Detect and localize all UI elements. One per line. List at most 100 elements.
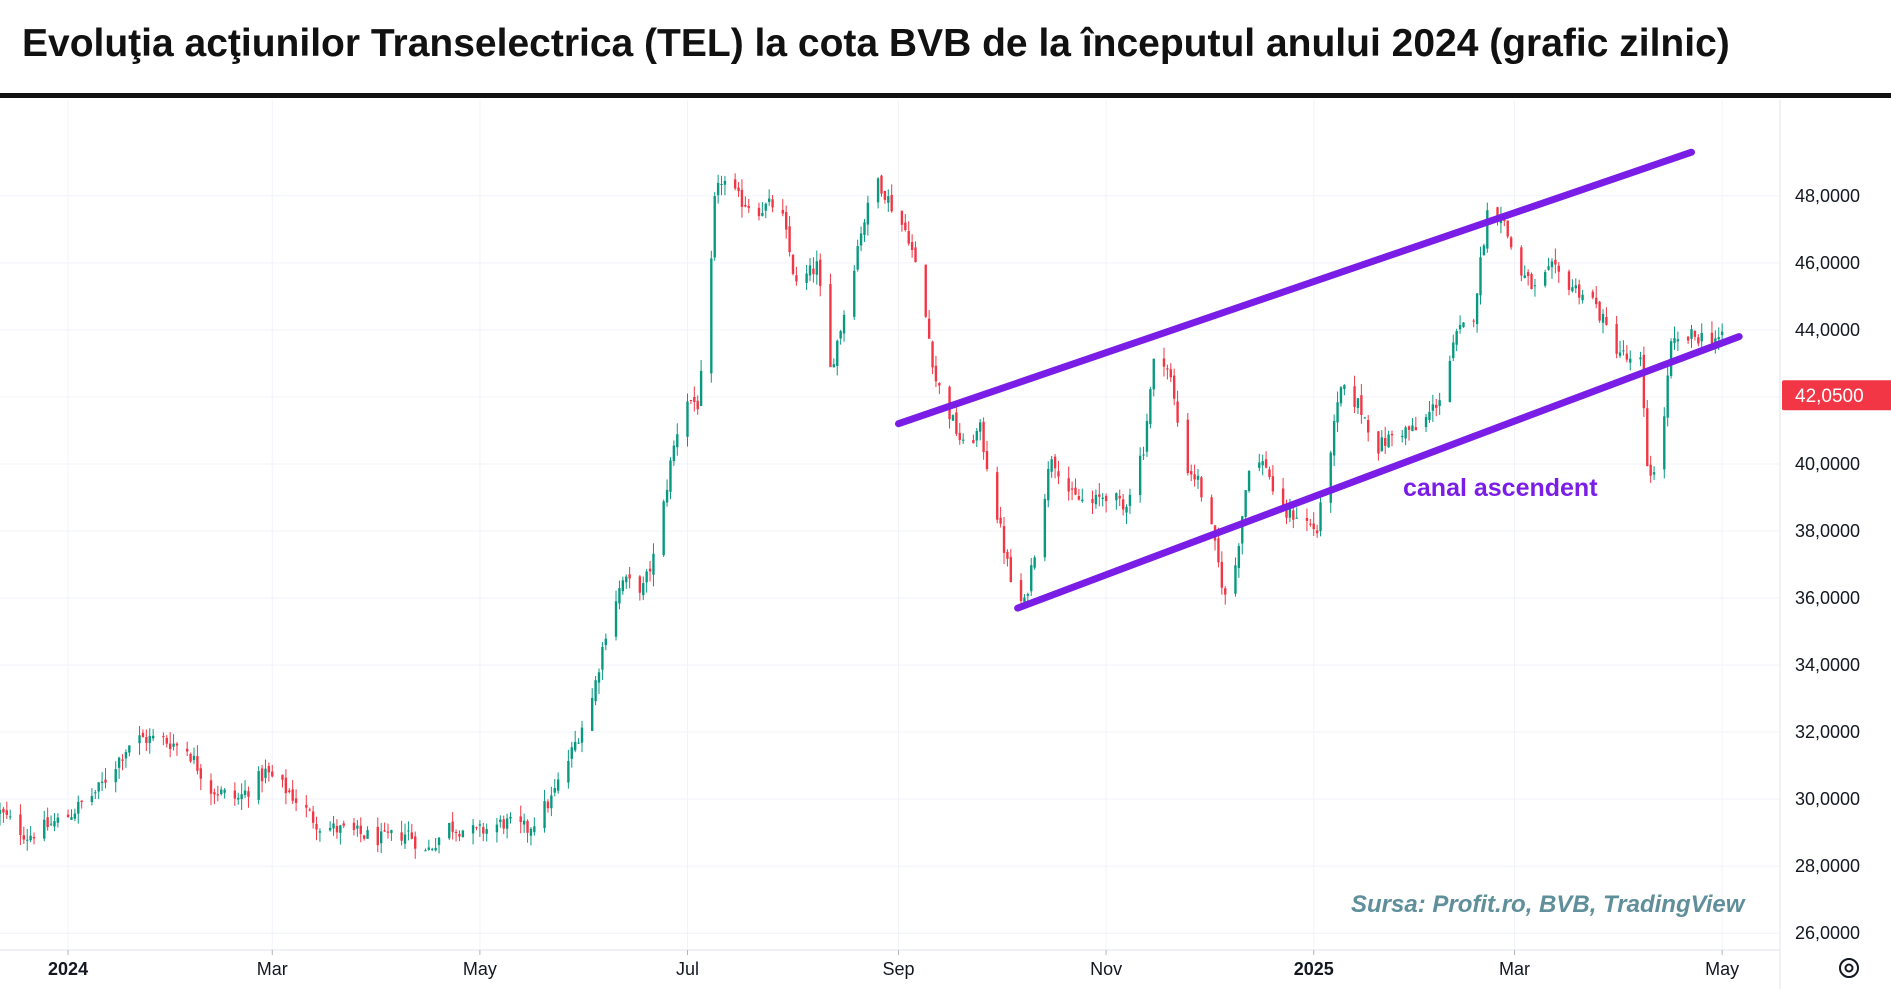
time-axis[interactable]: 2024 Mar May Jul Sep Nov 2025 Mar May [48, 950, 1739, 979]
candle-body [1595, 297, 1598, 305]
candle-body [1166, 368, 1169, 370]
candle-body [1646, 408, 1649, 467]
candle-body [672, 445, 676, 462]
candle-body [407, 830, 410, 832]
candle-body [9, 816, 12, 818]
candle-body [839, 331, 842, 339]
candle-body [543, 801, 546, 829]
candle-body [291, 789, 294, 801]
candle-body [533, 826, 536, 833]
candle-body [1258, 462, 1261, 468]
candle-body [437, 837, 441, 846]
price-tick-label: 40,0000 [1795, 454, 1860, 474]
candle-body [100, 781, 104, 783]
candle-body [1401, 435, 1404, 437]
candle-body [1353, 386, 1356, 407]
candle-body [271, 771, 274, 777]
candle-body [1690, 329, 1693, 339]
candle-body [1686, 336, 1690, 341]
candle-body [1384, 437, 1387, 446]
candle-body [808, 265, 812, 276]
candle-body [414, 836, 417, 849]
candle-body [356, 825, 359, 829]
candle-body [502, 819, 505, 829]
candle-body [1343, 385, 1346, 390]
candle-body [1666, 375, 1669, 418]
candle-body [400, 832, 403, 841]
candle-body [247, 791, 250, 797]
candle-body [1629, 358, 1632, 363]
candle-body [46, 817, 49, 828]
candle-body [1002, 526, 1006, 553]
candle-body [1618, 352, 1622, 356]
channel-upper-line [895, 148, 1696, 428]
candle-body [175, 743, 179, 746]
candle-body [1261, 461, 1264, 466]
candle-body [958, 432, 961, 441]
candle-body [836, 340, 839, 367]
candle-body [597, 672, 601, 683]
candles [0, 173, 1724, 859]
candle-body [1193, 474, 1196, 480]
candle-body [454, 831, 458, 833]
candle-body [499, 819, 502, 823]
candle-body [434, 847, 437, 851]
candle-body [1571, 287, 1574, 292]
candle-body [883, 191, 887, 200]
candle-body [1605, 316, 1608, 325]
candle-body [648, 568, 652, 572]
candle-body [522, 820, 526, 825]
candle-body [723, 180, 727, 185]
candle-body [1152, 358, 1155, 390]
candle-body [720, 184, 723, 186]
candle-body [288, 790, 291, 793]
candle-body [975, 430, 978, 441]
candle-body [740, 189, 744, 207]
candle-body [604, 638, 608, 646]
candle-body [805, 273, 808, 283]
price-axis[interactable]: 26,0000 28,0000 30,0000 32,0000 34,0000 36,00… [1795, 186, 1860, 943]
candle-body [94, 792, 97, 794]
channel-annotation: canal ascendent [1403, 474, 1598, 502]
candle-body [1115, 493, 1118, 501]
last-price-label-bg [1782, 380, 1891, 411]
candle-body [1190, 471, 1193, 475]
candle-body [165, 737, 168, 744]
candle-body [1312, 523, 1315, 530]
candle-body [240, 794, 243, 800]
candle-body [1475, 293, 1479, 325]
candle-body [1339, 387, 1343, 404]
candle-body [1530, 274, 1533, 290]
settings-button[interactable] [1839, 958, 1859, 978]
candle-body [1319, 502, 1322, 532]
time-tick-label: 2024 [48, 959, 88, 979]
time-tick-label: Mar [257, 959, 288, 979]
candle-body [128, 745, 131, 753]
candle-body [73, 813, 77, 819]
candle-body [1356, 398, 1360, 408]
candle-body [856, 246, 859, 270]
candle-body [580, 727, 584, 743]
candle-body [1622, 350, 1625, 352]
candle-body [1200, 477, 1203, 498]
candle-body [1642, 354, 1646, 409]
candle-body [553, 788, 556, 793]
candle-body [362, 835, 366, 839]
candle-body [366, 830, 369, 839]
candle-body [1414, 427, 1418, 431]
candle-body [56, 817, 60, 823]
candle-body [972, 440, 975, 444]
candle-body [662, 501, 665, 556]
candle-body [185, 748, 189, 752]
candle-body [1101, 497, 1104, 499]
candle-body [1574, 285, 1577, 289]
candle-body [1598, 301, 1601, 321]
candle-body [1077, 496, 1081, 500]
candle-body [1104, 495, 1108, 502]
candle-body [938, 383, 941, 386]
candle-body [529, 828, 533, 836]
candle-body [162, 736, 165, 738]
candle-body [842, 314, 846, 334]
candle-body [1581, 294, 1584, 301]
